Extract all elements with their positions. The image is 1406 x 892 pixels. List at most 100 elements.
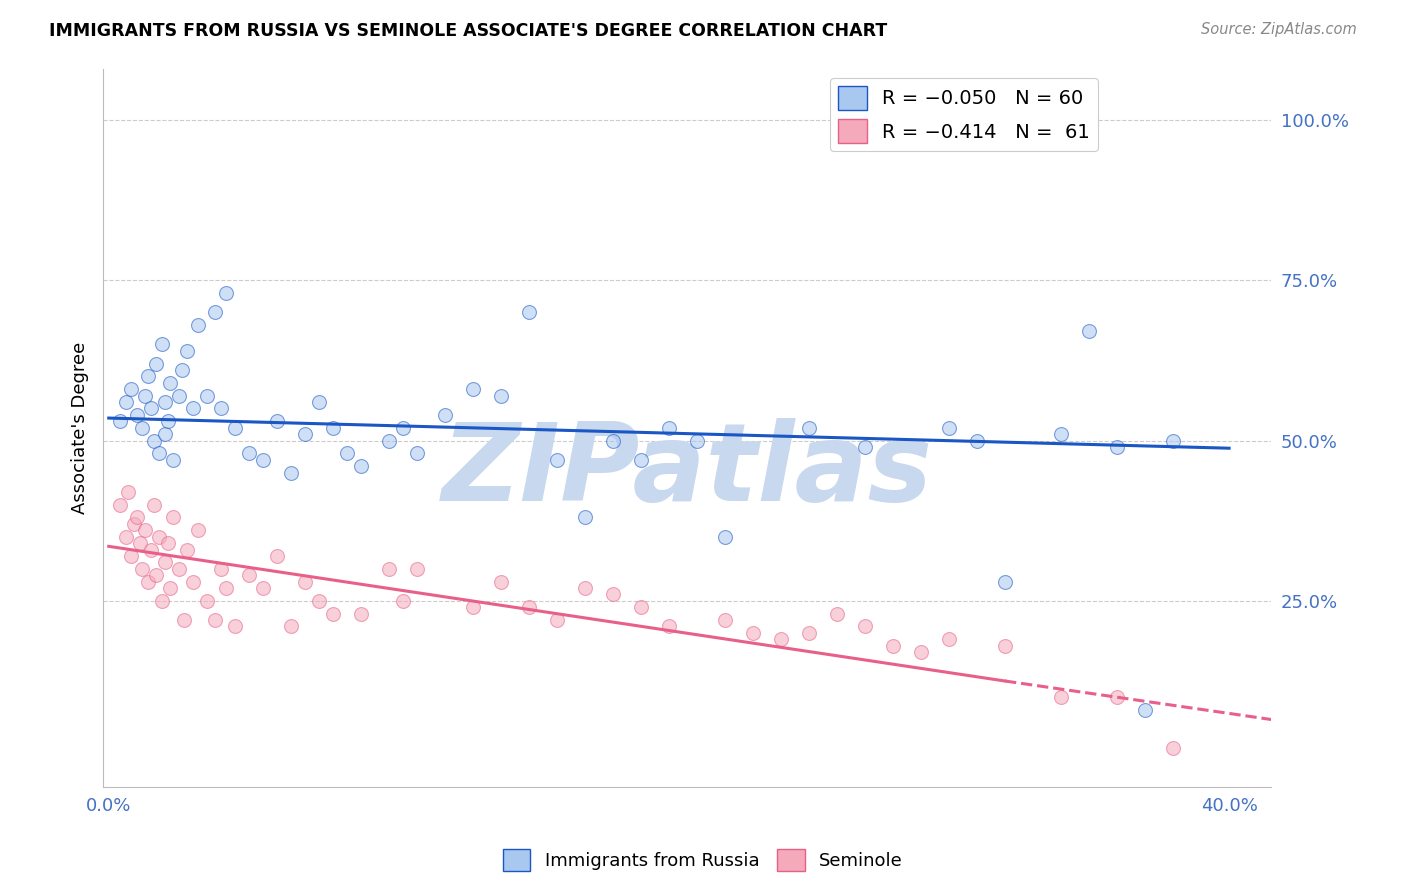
Point: [204, 305, 226, 319]
Point: [294, 427, 316, 442]
Point: [280, 466, 302, 480]
Point: [117, 484, 139, 499]
Point: [630, 600, 652, 615]
Point: [405, 562, 427, 576]
Point: [392, 420, 415, 434]
Point: [167, 389, 190, 403]
Point: [602, 434, 624, 448]
Point: [215, 581, 238, 595]
Point: [392, 594, 415, 608]
Point: [142, 498, 165, 512]
Point: [159, 581, 181, 595]
Point: [209, 562, 232, 576]
Point: [145, 357, 167, 371]
Point: [136, 574, 159, 589]
Point: [153, 555, 176, 569]
Point: [910, 645, 932, 659]
Point: [461, 382, 484, 396]
Point: [128, 536, 150, 550]
Point: [238, 446, 260, 460]
Point: [433, 408, 456, 422]
Point: [825, 607, 848, 621]
Point: [252, 581, 274, 595]
Point: [139, 401, 162, 416]
Point: [114, 530, 136, 544]
Point: [378, 562, 401, 576]
Point: [150, 594, 173, 608]
Point: [1050, 690, 1073, 704]
Text: IMMIGRANTS FROM RUSSIA VS SEMINOLE ASSOCIATE'S DEGREE CORRELATION CHART: IMMIGRANTS FROM RUSSIA VS SEMINOLE ASSOC…: [49, 22, 887, 40]
Point: [336, 446, 359, 460]
Point: [195, 594, 218, 608]
Point: [167, 562, 190, 576]
Point: [159, 376, 181, 390]
Point: [322, 607, 344, 621]
Point: [994, 574, 1017, 589]
Point: [742, 626, 765, 640]
Point: [797, 626, 820, 640]
Point: [1161, 434, 1184, 448]
Point: [209, 401, 232, 416]
Point: [266, 549, 288, 563]
Point: [120, 382, 142, 396]
Point: [181, 401, 204, 416]
Point: [489, 574, 512, 589]
Point: [162, 452, 184, 467]
Point: [517, 600, 540, 615]
Point: [1105, 690, 1128, 704]
Point: [350, 459, 373, 474]
Point: [308, 395, 330, 409]
Point: [224, 420, 246, 434]
Point: [686, 434, 709, 448]
Point: [145, 568, 167, 582]
Point: [994, 639, 1017, 653]
Legend: Immigrants from Russia, Seminole: Immigrants from Russia, Seminole: [496, 842, 910, 879]
Point: [882, 639, 904, 653]
Text: ZIPatlas: ZIPatlas: [441, 417, 932, 524]
Point: [853, 440, 876, 454]
Point: [215, 285, 238, 300]
Point: [769, 632, 792, 647]
Point: [134, 389, 156, 403]
Legend: R = −0.050   N = 60, R = −0.414   N =  61: R = −0.050 N = 60, R = −0.414 N = 61: [830, 78, 1098, 151]
Point: [658, 420, 681, 434]
Point: [148, 446, 170, 460]
Point: [187, 318, 209, 332]
Point: [173, 613, 195, 627]
Point: [139, 542, 162, 557]
Point: [204, 613, 226, 627]
Point: [156, 536, 179, 550]
Point: [156, 414, 179, 428]
Point: [125, 408, 148, 422]
Point: [187, 524, 209, 538]
Point: [714, 613, 737, 627]
Point: [546, 613, 568, 627]
Point: [350, 607, 373, 621]
Point: [574, 510, 596, 524]
Text: Source: ZipAtlas.com: Source: ZipAtlas.com: [1201, 22, 1357, 37]
Point: [405, 446, 427, 460]
Point: [322, 420, 344, 434]
Point: [134, 524, 156, 538]
Point: [153, 427, 176, 442]
Point: [162, 510, 184, 524]
Point: [142, 434, 165, 448]
Point: [195, 389, 218, 403]
Point: [461, 600, 484, 615]
Point: [489, 389, 512, 403]
Point: [517, 305, 540, 319]
Point: [238, 568, 260, 582]
Point: [1161, 741, 1184, 756]
Point: [148, 530, 170, 544]
Point: [125, 510, 148, 524]
Point: [602, 587, 624, 601]
Point: [252, 452, 274, 467]
Point: [714, 530, 737, 544]
Point: [308, 594, 330, 608]
Point: [574, 581, 596, 595]
Point: [181, 574, 204, 589]
Y-axis label: Associate's Degree: Associate's Degree: [72, 342, 89, 514]
Point: [853, 619, 876, 633]
Point: [114, 395, 136, 409]
Point: [1133, 703, 1156, 717]
